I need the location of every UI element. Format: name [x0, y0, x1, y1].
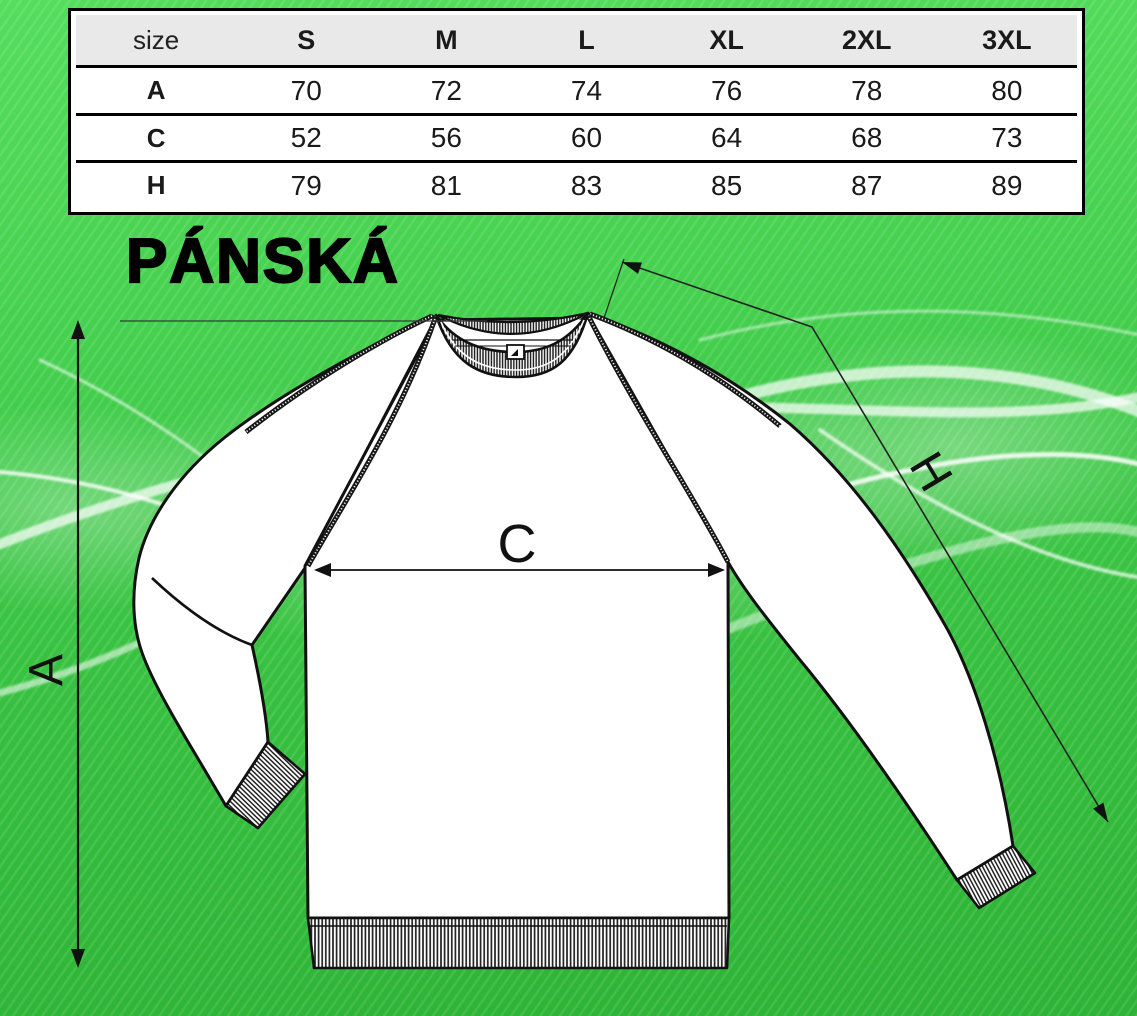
- left-sleeve: [132, 313, 438, 830]
- size-table: size S M L XL 2XL 3XL A 70 72 74 76 78 80 C 52 56 60 64 68…: [68, 8, 1085, 215]
- value-cell: 89: [991, 169, 1023, 201]
- elbow-crease: [151, 577, 253, 647]
- value-cell: 70: [290, 74, 322, 106]
- value-cell: 52: [290, 122, 322, 154]
- row-label: H: [146, 170, 166, 201]
- page-title: PÁNSKÁ: [125, 226, 400, 297]
- right-sleeve: [586, 311, 1037, 910]
- header-cell: 3XL: [982, 24, 1032, 55]
- measure-label-c: C: [498, 514, 537, 574]
- value-cell: 64: [711, 122, 743, 154]
- table-row: A 70 72 74 76 78 80: [76, 65, 1077, 113]
- header-cell: XL: [709, 24, 744, 55]
- row-label: C: [146, 122, 166, 153]
- left-cuff: [224, 740, 307, 830]
- header-cell: L: [578, 24, 595, 55]
- value-cell: 79: [290, 169, 322, 201]
- header-cell: M: [435, 24, 458, 55]
- header-cell: S: [297, 24, 316, 55]
- value-cell: 60: [570, 122, 603, 154]
- header-size-cell: size: [132, 24, 180, 55]
- value-cell: 83: [570, 169, 603, 201]
- raglan-seam-right: [585, 313, 731, 564]
- body-panel: [303, 316, 731, 970]
- value-cell: 80: [991, 74, 1023, 106]
- value-cell: 72: [430, 74, 462, 106]
- right-cuff: [955, 844, 1037, 910]
- value-cell: 56: [430, 122, 462, 154]
- value-cell: 73: [991, 122, 1023, 154]
- value-cell: 87: [851, 169, 883, 201]
- row-label: A: [146, 75, 166, 106]
- measure-line-a: [71, 320, 487, 968]
- table-row: H 79 81 83 85 87 89: [76, 160, 1077, 208]
- header-cell: 2XL: [841, 24, 892, 55]
- size-table-header: size S M L XL 2XL 3XL: [76, 15, 1077, 66]
- value-cell: 74: [570, 74, 603, 106]
- measure-label-h: H: [899, 443, 962, 500]
- measure-line-c: [314, 563, 725, 577]
- collar: [434, 311, 590, 379]
- raglan-seam-left: [305, 315, 439, 568]
- measure-line-h: [603, 258, 1109, 823]
- value-cell: 76: [711, 74, 743, 106]
- collar-tag: [506, 344, 525, 360]
- size-table-body: A 70 72 74 76 78 80 C 52 56 60 64 68 73 H 79 81 83 85 87 89: [76, 65, 1077, 208]
- value-cell: 68: [851, 122, 883, 154]
- table-row: C 52 56 60 64 68 73: [76, 112, 1077, 161]
- value-cell: 78: [851, 74, 883, 106]
- measure-label-a: A: [20, 654, 73, 686]
- hem-ribbing: [306, 916, 731, 970]
- value-cell: 85: [711, 169, 743, 201]
- value-cell: 81: [430, 169, 462, 201]
